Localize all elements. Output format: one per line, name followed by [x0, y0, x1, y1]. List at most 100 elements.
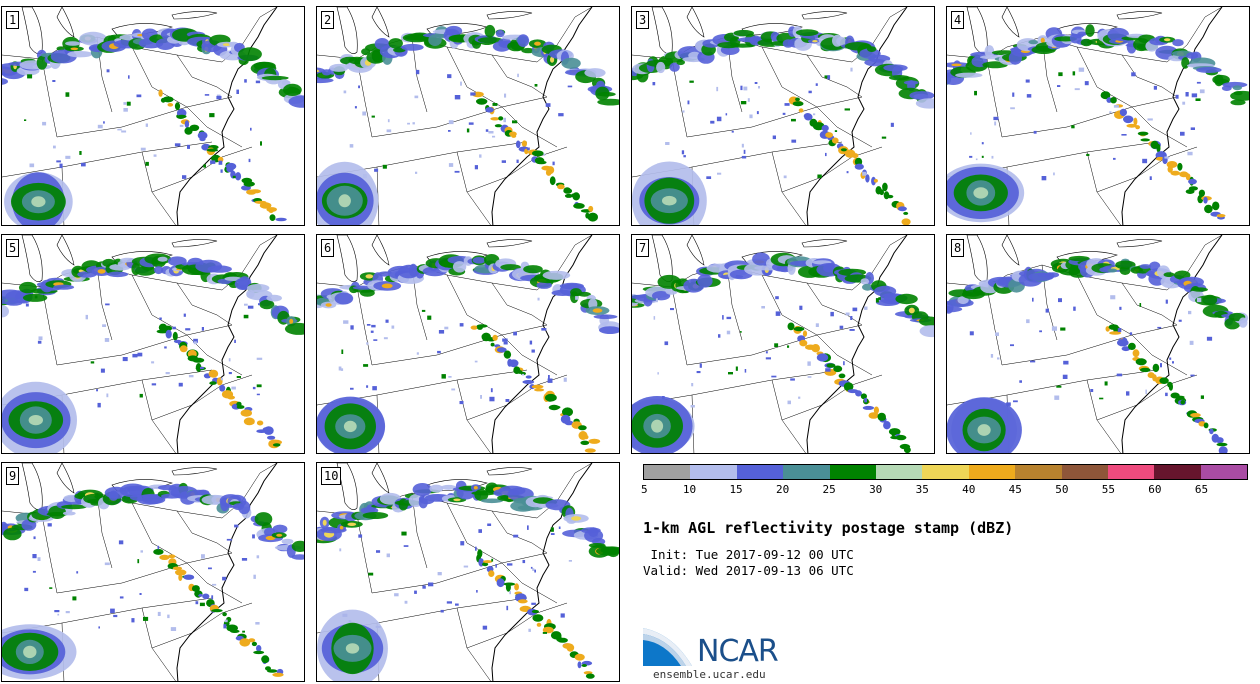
reflectivity-echo: [840, 148, 847, 152]
reflectivity-echo: [448, 163, 454, 167]
reflectivity-echo: [291, 540, 304, 552]
reflectivity-echo: [597, 92, 616, 97]
reflectivity-echo: [201, 554, 205, 559]
lake-outline: [1001, 235, 1020, 266]
colorbar-swatch: [875, 465, 923, 479]
reflectivity-core: [70, 47, 79, 51]
reflectivity-echo: [843, 382, 854, 391]
reflectivity-echo: [49, 587, 53, 589]
reflectivity-echo: [564, 193, 573, 198]
state-boundary: [501, 106, 558, 148]
colorbar-tick-label: 55: [1101, 483, 1115, 496]
reflectivity-echo: [699, 363, 702, 368]
reflectivity-echo: [230, 629, 240, 633]
reflectivity-echo: [1073, 306, 1076, 311]
reflectivity-echo: [754, 82, 758, 84]
reflectivity-map: [317, 7, 619, 225]
state-boundary: [446, 274, 503, 336]
reflectivity-echo: [153, 154, 157, 157]
reflectivity-echo: [568, 560, 572, 562]
lake-outline: [741, 23, 803, 36]
reflectivity-echo: [122, 357, 128, 362]
state-boundary: [871, 235, 908, 274]
reflectivity-echo: [783, 175, 787, 179]
reflectivity-echo: [774, 343, 779, 347]
reflectivity-echo: [383, 337, 388, 340]
lake-outline: [1116, 239, 1163, 248]
colorbar-swatch: [690, 465, 737, 479]
reflectivity-echo: [817, 174, 822, 179]
reflectivity-echo: [909, 91, 934, 100]
reflectivity-echo: [174, 143, 181, 147]
reflectivity-echo: [509, 591, 511, 595]
stamp-panel-label: 9: [6, 467, 20, 485]
reflectivity-echo: [482, 560, 493, 564]
reflectivity-echo: [81, 162, 86, 167]
reflectivity-echo: [653, 316, 656, 320]
reflectivity-echo: [1041, 176, 1047, 181]
state-boundary: [131, 46, 188, 108]
reflectivity-map: [2, 235, 304, 453]
colorbar-tick-label: 65: [1194, 483, 1209, 496]
reflectivity-echo: [883, 421, 891, 430]
reflectivity-echo: [1157, 326, 1162, 329]
reflectivity-echo: [193, 341, 197, 345]
reflectivity-echo: [103, 121, 105, 124]
reflectivity-echo: [24, 119, 27, 121]
reflectivity-echo: [771, 375, 777, 378]
reflectivity-echo: [475, 546, 477, 551]
tropical-rain-shield: [973, 187, 989, 199]
reflectivity-echo: [224, 619, 228, 623]
stamp-panel-3: 3: [631, 6, 935, 226]
reflectivity-echo: [387, 119, 390, 123]
reflectivity-echo: [993, 116, 999, 121]
colorbar-swatch: [968, 465, 1016, 479]
reflectivity-echo: [110, 608, 115, 613]
reflectivity-echo: [1212, 201, 1220, 211]
reflectivity-echo: [2, 305, 9, 318]
colorbar-swatch: [1107, 465, 1155, 479]
reflectivity-echo: [545, 103, 551, 107]
reflectivity-echo: [489, 396, 495, 402]
reflectivity-echo: [575, 296, 579, 300]
reflectivity-echo: [1181, 57, 1190, 69]
reflectivity-echo: [600, 546, 619, 554]
reflectivity-core: [473, 486, 478, 490]
reflectivity-echo: [394, 593, 399, 597]
state-boundary: [176, 54, 233, 98]
reflectivity-echo: [452, 261, 467, 273]
reflectivity-echo: [275, 217, 287, 222]
reflectivity-echo: [56, 160, 61, 163]
reflectivity-echo: [485, 129, 489, 132]
reflectivity-echo: [96, 389, 98, 392]
reflectivity-echo: [882, 182, 888, 192]
state-boundary: [356, 286, 373, 366]
reflectivity-echo: [187, 144, 190, 149]
reflectivity-echo: [343, 320, 349, 324]
reflectivity-echo: [740, 85, 743, 91]
reflectivity-echo: [1054, 395, 1060, 400]
reflectivity-echo: [1078, 67, 1085, 72]
reflectivity-echo: [1189, 340, 1194, 345]
reflectivity-echo: [1188, 186, 1198, 191]
reflectivity-echo: [816, 353, 829, 362]
reflectivity-echo: [1203, 422, 1209, 429]
reflectivity-echo: [249, 421, 255, 425]
reflectivity-echo: [542, 626, 554, 634]
lake-outline: [1116, 11, 1163, 20]
reflectivity-echo: [501, 160, 506, 163]
reflectivity-echo: [1107, 268, 1118, 273]
coastline: [1121, 235, 1223, 453]
reflectivity-echo: [90, 361, 95, 364]
state-boundary: [56, 96, 233, 138]
reflectivity-echo: [697, 274, 713, 288]
reflectivity-echo: [197, 131, 208, 140]
reflectivity-echo: [578, 425, 587, 431]
reflectivity-echo: [522, 380, 535, 384]
reflectivity-echo: [560, 613, 565, 618]
reflectivity-echo: [563, 377, 567, 382]
reflectivity-echo: [1140, 138, 1150, 142]
reflectivity-echo: [42, 121, 47, 126]
figure-title: 1-km AGL reflectivity postage stamp (dBZ…: [643, 519, 1014, 537]
reflectivity-echo: [1178, 319, 1182, 322]
